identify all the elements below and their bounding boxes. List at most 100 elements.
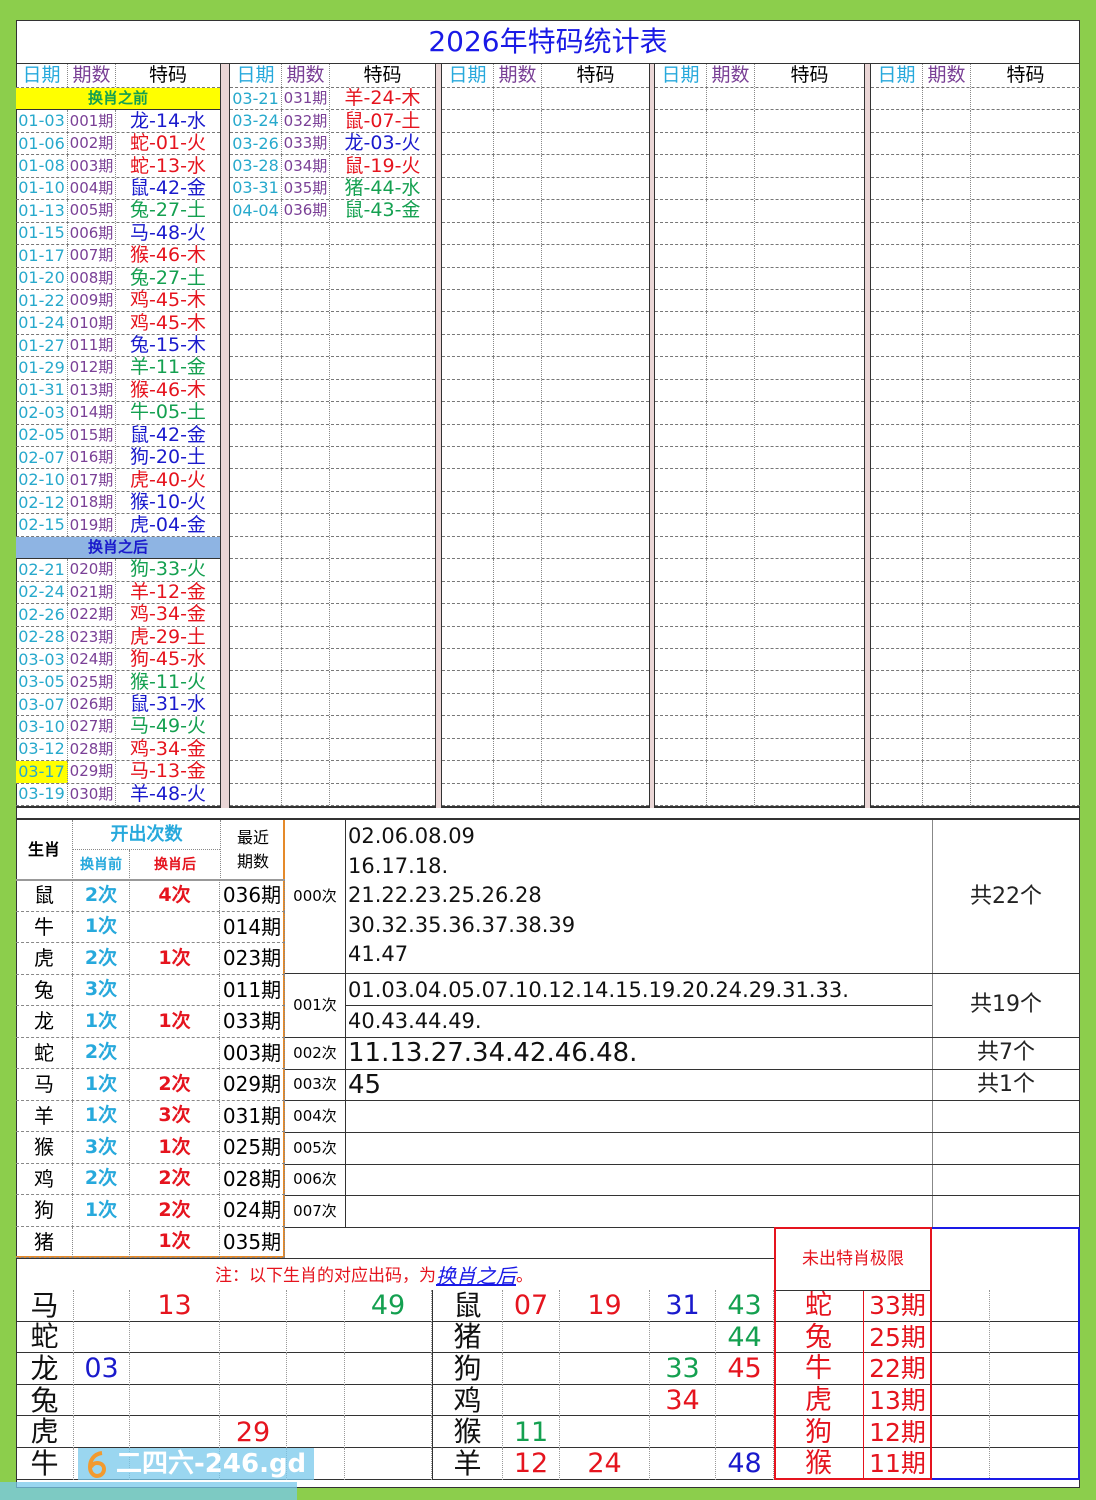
draw-row	[230, 424, 435, 447]
header-tema: 特码	[363, 64, 402, 86]
draw-period: 015期	[68, 424, 116, 446]
draw-date: 02-24	[16, 581, 68, 604]
draw-date	[655, 88, 707, 110]
draw-period: 031期	[282, 88, 330, 110]
draw-special-code: 鸡-34-金	[130, 738, 206, 760]
stats-header-before: 换肖前	[73, 850, 130, 880]
draw-row	[230, 267, 435, 290]
draw-special-code	[542, 88, 649, 109]
draw-date	[230, 648, 282, 671]
draw-row: 02-12 018期 猴-10-火	[16, 491, 220, 515]
draw-special-code	[330, 357, 435, 378]
draw-special-code	[330, 402, 435, 423]
draw-row: 01-10 004期 鼠-42-金	[16, 177, 220, 201]
draw-period	[707, 447, 755, 469]
stats-zodiac: 猪	[16, 1226, 73, 1257]
draw-row	[871, 536, 1080, 560]
draw-special-code: 鼠-42-金	[130, 424, 206, 446]
draw-date: 03-07	[16, 693, 68, 716]
draw-date: 01-29	[16, 357, 68, 379]
draw-special-code	[542, 447, 649, 468]
draw-period	[923, 716, 971, 738]
draw-row	[230, 447, 435, 470]
draw-row	[655, 783, 864, 806]
draw-date	[230, 671, 282, 693]
draw-period: 029期	[68, 761, 116, 783]
draw-row: 03-24 032期 鼠-07-土	[230, 110, 435, 133]
draw-row	[871, 716, 1080, 739]
draw-period: 009期	[68, 289, 116, 312]
draw-row	[442, 604, 649, 627]
count-numbers: 11.13.27.34.42.46.48.	[348, 1039, 637, 1068]
draw-date	[871, 693, 923, 716]
draw-period	[707, 424, 755, 446]
note-link[interactable]: 换肖之后	[436, 1264, 516, 1288]
draw-period	[494, 357, 542, 379]
draw-date	[871, 738, 923, 761]
draw-date	[442, 132, 494, 155]
draw-special-code: 鼠-43-金	[344, 200, 421, 222]
zodiac-number: 24	[560, 1448, 650, 1480]
draw-date	[655, 514, 707, 536]
draw-row	[655, 693, 864, 717]
draw-special-code: 兔-27-土	[130, 267, 206, 289]
stats-zodiac: 羊	[16, 1100, 73, 1131]
draw-special-code: 猪-44-水	[344, 177, 421, 199]
draw-special-code: 虎-40-火	[130, 469, 206, 491]
zodiac-label: 牛	[16, 1448, 74, 1480]
draw-date	[871, 581, 923, 604]
count-label: 007次	[293, 1201, 337, 1220]
draw-row: 01-20 008期 兔-27-土	[16, 267, 220, 290]
draw-date	[655, 761, 707, 783]
zodiac-label: 马	[16, 1290, 74, 1322]
draw-date	[230, 693, 282, 716]
draw-date	[871, 402, 923, 424]
stats-row: 羊 1次 3次 031期	[16, 1100, 285, 1132]
draw-period: 007期	[68, 245, 116, 267]
zodiac-number: 11	[503, 1416, 560, 1448]
stats-recent-period: 029期	[220, 1069, 285, 1100]
draw-period: 004期	[68, 177, 116, 200]
draw-special-code	[542, 155, 649, 176]
zodiac-number	[287, 1353, 345, 1385]
draw-special-code	[971, 268, 1080, 289]
stats-after-count: 1次	[130, 1132, 220, 1163]
count-number-line: 11.13.27.34.42.46.48.	[348, 1038, 638, 1068]
draw-special-code: 狗-45-水	[130, 648, 206, 671]
draw-date	[655, 783, 707, 805]
header-qi: 期数	[494, 64, 542, 87]
draw-row	[871, 491, 1080, 515]
zodiac-label: 羊	[432, 1448, 503, 1480]
draw-row	[442, 200, 649, 223]
draw-special-code	[755, 200, 864, 221]
draw-period	[707, 177, 755, 200]
draw-period	[494, 536, 542, 559]
draw-special-code	[971, 245, 1080, 266]
zodiac-number: 34	[650, 1384, 716, 1417]
draw-date: 01-22	[16, 289, 68, 312]
draw-row	[230, 693, 435, 717]
count-number-line: 45	[348, 1070, 382, 1100]
draw-special-code	[755, 649, 864, 670]
draw-row	[442, 222, 649, 246]
draw-special-code: 鼠-31-水	[130, 693, 206, 716]
count-total: 共7个	[977, 1040, 1035, 1065]
draw-row	[871, 357, 1080, 380]
draw-date	[871, 267, 923, 289]
draw-row	[655, 671, 864, 694]
draw-row	[871, 738, 1080, 762]
draw-special-code	[330, 223, 435, 244]
draw-date: 01-10	[16, 177, 68, 200]
draw-date: 02-10	[16, 469, 68, 491]
draw-period	[707, 245, 755, 267]
draw-date	[655, 110, 707, 132]
draw-special-code	[971, 357, 1080, 378]
draw-special-code	[542, 290, 649, 311]
draw-row	[230, 559, 435, 582]
count-numbers: 02.06.08.09 16.17.18. 21.22.23.25.26.28 30.…	[348, 822, 575, 970]
note-suffix: 。	[516, 1265, 533, 1286]
draw-date	[871, 424, 923, 446]
zodiac-number	[345, 1353, 432, 1385]
draw-special-code	[330, 268, 435, 289]
draw-period	[923, 469, 971, 491]
